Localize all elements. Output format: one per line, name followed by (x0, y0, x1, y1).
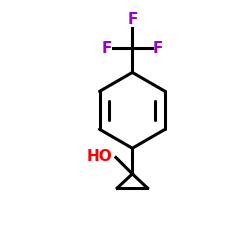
Text: HO: HO (86, 149, 112, 164)
Text: F: F (153, 40, 164, 56)
Text: F: F (101, 40, 112, 56)
Text: F: F (127, 12, 138, 27)
